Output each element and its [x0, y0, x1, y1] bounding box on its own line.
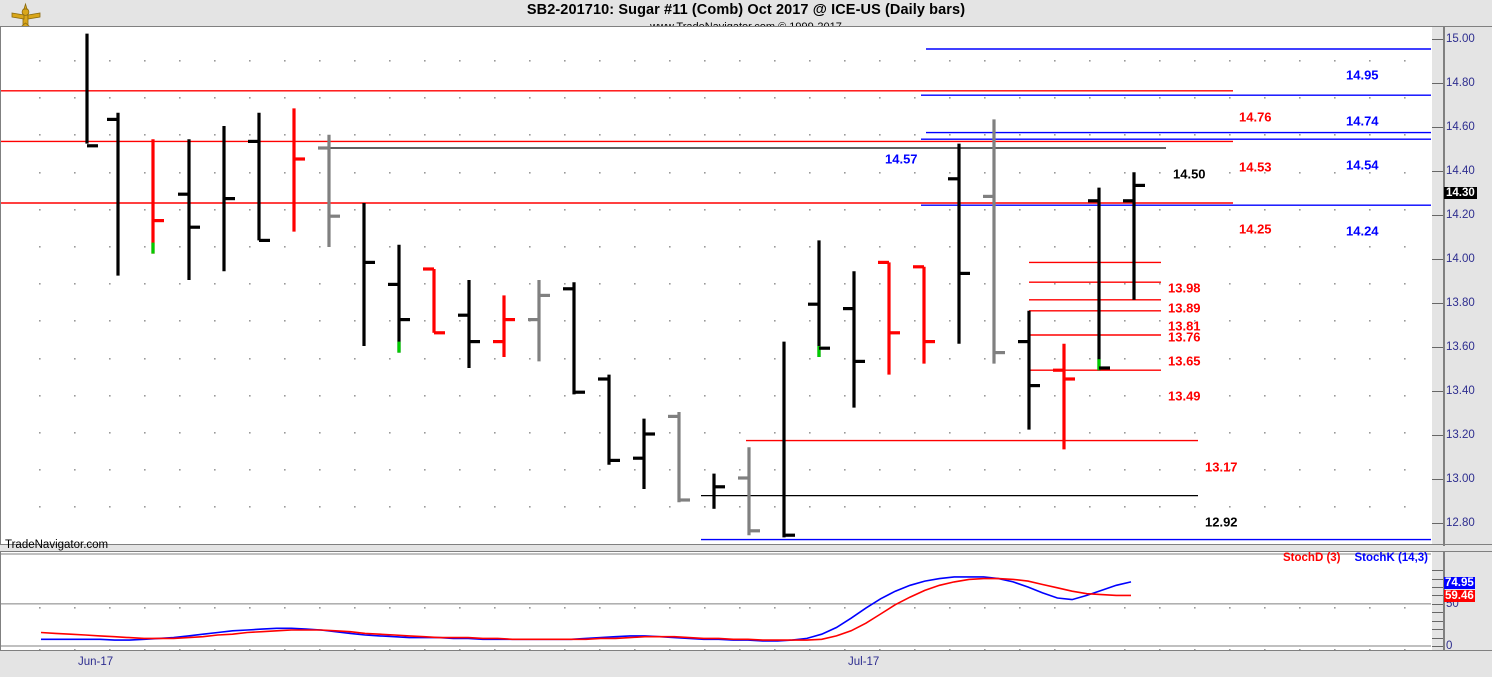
stochastic-axis-minor-tick [1432, 570, 1443, 572]
price-level-label[interactable]: 14.95 [1346, 67, 1379, 83]
price-grid [39, 60, 1406, 508]
price-plot-svg [1, 33, 1431, 541]
price-level-label[interactable]: 13.76 [1168, 329, 1201, 345]
price-axis-tick [1432, 435, 1443, 436]
price-chart-panel[interactable]: 14.95 14.76 14.74 14.57 14.54 14.53 14.50 14.25… [0, 26, 1432, 545]
price-level-label[interactable]: 13.81 [1168, 318, 1201, 334]
price-axis-tick-label: 14.20 [1446, 209, 1475, 221]
price-axis-tick [1432, 391, 1443, 392]
price-axis-tick-label: 13.00 [1446, 473, 1475, 485]
stochastic-axis-minor-tick [1432, 587, 1443, 588]
price-axis-tick [1432, 83, 1443, 84]
watermark-label: TradeNavigator.com [5, 539, 109, 551]
price-axis-tick-label: 14.80 [1446, 77, 1475, 89]
stochastic-axis-minor-tick [1432, 612, 1443, 614]
price-level-label[interactable]: 13.17 [1205, 459, 1238, 475]
price-axis-tick [1432, 303, 1443, 304]
price-level-label[interactable]: 14.54 [1346, 157, 1379, 173]
price-level-label[interactable]: 12.92 [1205, 514, 1238, 530]
price-level-label[interactable]: 13.49 [1168, 388, 1201, 404]
date-axis-label: Jul-17 [848, 656, 880, 668]
stochastic-legend: StochD (3) StochK (14,3) [1283, 552, 1428, 564]
price-axis-tick-label: 14.40 [1446, 165, 1475, 177]
price-axis-tick [1432, 39, 1443, 40]
stochastic-axis-tick-label: 0 [1446, 640, 1453, 652]
date-axis[interactable]: Jun-17 Jul-17 [0, 651, 1492, 677]
price-axis-tick-label: 14.60 [1446, 121, 1475, 133]
price-axis-tick-label: 12.80 [1446, 517, 1475, 529]
stochastic-axis-minor-tick [1432, 637, 1443, 639]
stochastic-axis-spine [1443, 552, 1445, 652]
date-axis-label: Jun-17 [78, 656, 114, 668]
stochastic-legend-item[interactable]: StochD (3) [1283, 552, 1341, 564]
price-axis-tick-label: 15.00 [1446, 33, 1475, 45]
price-axis-tick-label: 14.00 [1446, 253, 1475, 265]
price-level-label[interactable]: 14.53 [1239, 159, 1272, 175]
price-horizontal-line-group [1, 48, 1431, 541]
stochastic-axis-minor-tick [1432, 578, 1443, 580]
price-axis-tick [1432, 523, 1443, 524]
ohlc-bar-group [85, 33, 1145, 538]
price-axis[interactable]: 15.00 14.80 14.60 14.40 14.20 14.00 13.80 13.60… [1432, 26, 1492, 546]
chart-header: SB2-201710: Sugar #11 (Comb) Oct 2017 @ … [0, 0, 1492, 37]
stochastic-axis[interactable]: 50 0 74.95 59.46 [1432, 551, 1492, 652]
price-level-label[interactable]: 14.50 [1173, 166, 1206, 182]
price-level-label[interactable]: 14.24 [1346, 223, 1379, 239]
stochastic-series-line[interactable] [40, 577, 1131, 641]
price-level-label[interactable]: 13.89 [1168, 300, 1201, 316]
price-level-label[interactable]: 13.65 [1168, 353, 1201, 369]
price-level-label[interactable]: 14.76 [1239, 109, 1272, 125]
stochastic-axis-tick [1432, 646, 1443, 647]
price-axis-tick [1432, 171, 1443, 172]
price-level-label[interactable]: 14.74 [1346, 113, 1379, 129]
price-axis-tick [1432, 215, 1443, 216]
stochastic-plot-svg [1, 553, 1431, 650]
stochastic-legend-item[interactable]: StochK (14,3) [1354, 552, 1429, 564]
price-axis-tick-label: 13.80 [1446, 297, 1475, 309]
price-axis-tick [1432, 259, 1443, 260]
page-title: SB2-201710: Sugar #11 (Comb) Oct 2017 @ … [526, 2, 966, 18]
price-axis-spine [1443, 27, 1445, 546]
stochastic-axis-minor-tick [1432, 603, 1443, 605]
stochastic-grid-dots [39, 607, 1406, 650]
price-axis-tick-label: 13.60 [1446, 341, 1475, 353]
price-axis-tick [1432, 347, 1443, 348]
stochastic-axis-minor-tick [1432, 629, 1443, 631]
price-axis-tick [1432, 479, 1443, 480]
price-axis-tick [1432, 127, 1443, 128]
stochastic-axis-minor-tick [1432, 620, 1443, 622]
last-price-tag: 14.30 [1444, 187, 1477, 199]
stochastic-series-line[interactable] [41, 576, 1132, 642]
stochastic-value-tag: 59.46 [1444, 589, 1475, 602]
price-level-label[interactable]: 14.57 [885, 151, 918, 167]
stochastic-axis-minor-tick [1432, 595, 1443, 597]
price-axis-tick-label: 13.40 [1446, 385, 1475, 397]
price-level-label[interactable]: 14.25 [1239, 221, 1272, 237]
stochastic-indicator-panel[interactable]: StochD (3) StochK (14,3) [0, 551, 1432, 651]
stochastic-value-tag: 74.95 [1444, 576, 1475, 589]
price-axis-tick-label: 13.20 [1446, 429, 1475, 441]
price-level-label[interactable]: 13.98 [1168, 280, 1201, 296]
